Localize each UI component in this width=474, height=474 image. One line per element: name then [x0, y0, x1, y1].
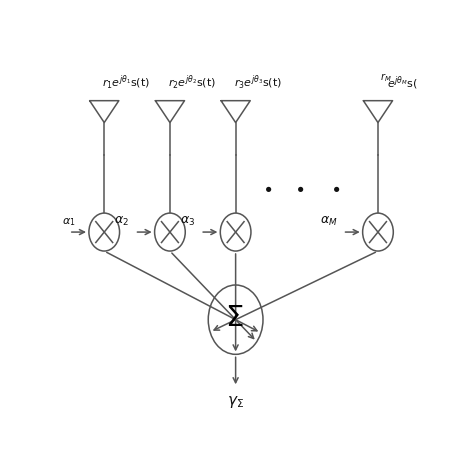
Ellipse shape — [89, 213, 119, 251]
Text: $r_2e^{j\theta_2}$s(t): $r_2e^{j\theta_2}$s(t) — [168, 73, 216, 91]
Text: $r_3e^{j\theta_3}$s(t): $r_3e^{j\theta_3}$s(t) — [234, 73, 282, 91]
Text: $\bullet\quad\bullet\quad\bullet$: $\bullet\quad\bullet\quad\bullet$ — [262, 179, 340, 197]
Text: $\alpha_3$: $\alpha_3$ — [180, 215, 195, 228]
Text: $\alpha_2$: $\alpha_2$ — [114, 215, 129, 228]
Text: $e^{j\theta_M}$s(: $e^{j\theta_M}$s( — [387, 74, 418, 91]
Text: $\gamma_\Sigma$: $\gamma_\Sigma$ — [227, 394, 244, 410]
Text: $r_M$: $r_M$ — [380, 72, 392, 84]
Ellipse shape — [155, 213, 185, 251]
Text: $\alpha_M$: $\alpha_M$ — [319, 215, 337, 228]
Text: $\Sigma$: $\Sigma$ — [225, 303, 244, 332]
Ellipse shape — [363, 213, 393, 251]
Text: $r_1e^{j\theta_1}$s(t): $r_1e^{j\theta_1}$s(t) — [102, 73, 150, 91]
Text: $\alpha_1$: $\alpha_1$ — [62, 217, 76, 228]
Ellipse shape — [220, 213, 251, 251]
Ellipse shape — [208, 285, 263, 355]
